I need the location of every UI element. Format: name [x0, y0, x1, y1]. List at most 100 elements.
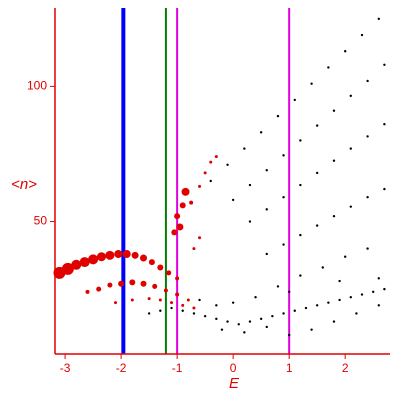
data-point — [215, 317, 218, 321]
data-point — [343, 50, 347, 53]
data-point — [271, 314, 274, 318]
data-point — [349, 296, 352, 299]
data-point — [175, 276, 180, 281]
data-point — [265, 168, 268, 172]
data-point — [377, 17, 380, 21]
data-point — [332, 320, 336, 323]
data-point — [315, 171, 319, 175]
data-point — [71, 259, 82, 270]
data-point — [299, 183, 302, 187]
data-point — [360, 293, 364, 296]
x-tick-label: 0 — [230, 361, 237, 375]
data-point — [122, 249, 131, 258]
data-point — [332, 109, 336, 112]
data-point — [163, 288, 168, 293]
data-point — [179, 202, 186, 209]
data-point — [315, 224, 319, 227]
data-point — [192, 247, 196, 251]
data-point — [174, 213, 181, 220]
data-point — [243, 331, 246, 334]
data-point — [107, 282, 113, 288]
data-point — [157, 264, 164, 271]
data-point — [276, 114, 280, 118]
data-point — [209, 160, 213, 164]
data-point — [299, 139, 302, 142]
y-tick-label: 50 — [34, 214, 48, 228]
data-point — [158, 298, 162, 302]
data-point — [96, 286, 102, 292]
data-point — [198, 184, 202, 188]
data-point — [310, 328, 313, 331]
data-point — [192, 312, 196, 315]
data-point — [377, 277, 380, 280]
data-point — [349, 147, 352, 150]
data-point — [383, 123, 386, 126]
data-point — [61, 262, 74, 275]
data-point — [259, 317, 263, 321]
y-axis-label: <n> — [11, 176, 37, 193]
data-point — [96, 252, 106, 262]
data-point — [159, 309, 162, 312]
data-point — [85, 289, 90, 294]
data-point — [129, 279, 136, 286]
data-point — [282, 196, 285, 199]
data-point — [140, 280, 147, 287]
data-point — [198, 298, 201, 302]
data-point — [147, 312, 151, 315]
data-point — [88, 254, 99, 265]
data-point — [293, 309, 296, 312]
data-point — [114, 301, 118, 305]
data-point — [140, 254, 148, 262]
x-tick-label: -2 — [116, 361, 127, 375]
data-point — [181, 303, 185, 307]
data-point — [299, 233, 302, 237]
data-point — [176, 223, 184, 231]
data-point — [282, 243, 285, 246]
data-point — [175, 292, 180, 297]
data-point — [226, 320, 229, 323]
data-point — [276, 285, 280, 288]
data-point — [203, 171, 207, 175]
data-point — [118, 280, 125, 287]
data-point — [248, 220, 252, 223]
data-point — [114, 249, 123, 258]
data-point — [181, 187, 190, 196]
data-point — [147, 297, 151, 301]
data-point — [130, 298, 134, 302]
data-point — [226, 163, 229, 166]
data-point — [355, 312, 358, 315]
data-point — [170, 301, 174, 305]
x-axis-label: E — [229, 375, 240, 392]
data-point — [166, 270, 172, 276]
data-point — [231, 198, 235, 202]
x-tick-label: 2 — [342, 361, 349, 375]
data-point — [366, 247, 369, 250]
data-point — [152, 283, 158, 289]
data-point — [327, 301, 330, 304]
x-tick-label: -1 — [172, 361, 183, 375]
data-point — [105, 250, 115, 260]
data-point — [131, 251, 139, 259]
data-point — [338, 298, 341, 302]
data-point — [215, 304, 218, 307]
data-point — [383, 187, 386, 191]
data-point — [265, 325, 268, 329]
data-point — [383, 63, 386, 66]
data-point — [186, 298, 190, 302]
data-point — [237, 323, 240, 326]
data-point — [181, 309, 184, 312]
data-point — [259, 131, 263, 134]
data-point — [243, 147, 246, 150]
data-point — [79, 257, 90, 268]
data-point — [366, 79, 369, 83]
data-point — [287, 290, 291, 294]
data-point — [315, 124, 319, 127]
data-point — [304, 306, 308, 310]
data-point — [282, 154, 285, 157]
data-point — [171, 229, 178, 236]
data-point — [321, 266, 324, 269]
x-tick-label: -3 — [60, 361, 71, 375]
data-point — [170, 306, 173, 310]
